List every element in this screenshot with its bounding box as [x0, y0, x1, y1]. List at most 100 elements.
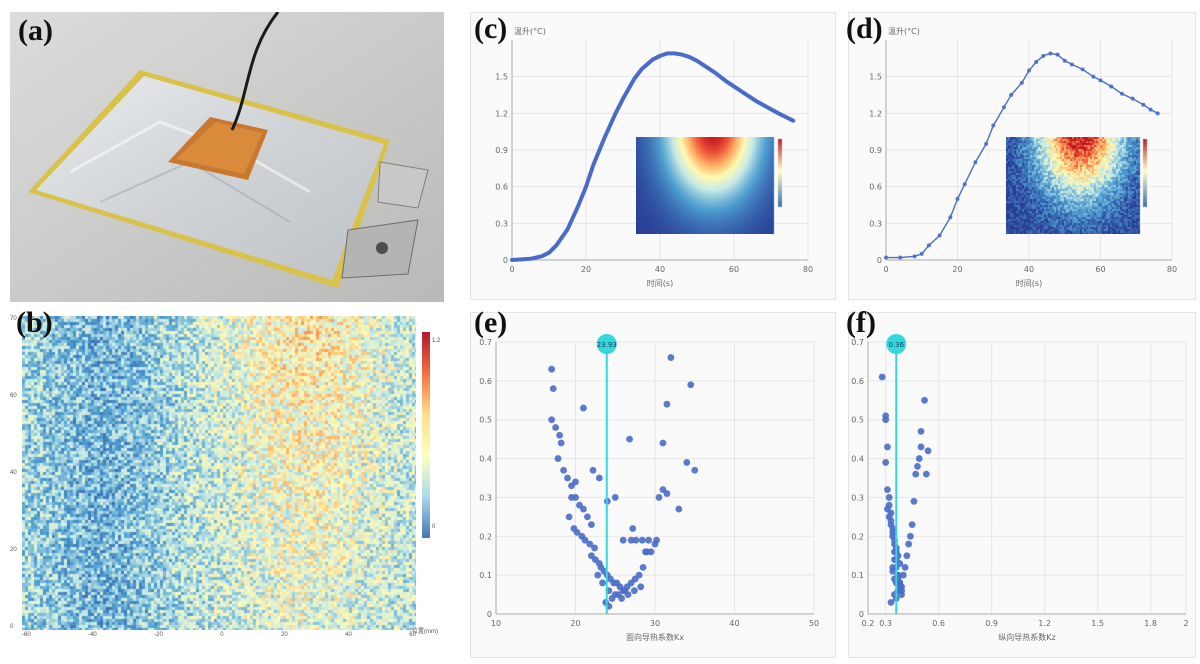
panel-b: 1.2 0 -60 -40 -20 0 20 40 60 0 20 40 60 … — [8, 308, 448, 658]
x-tick-label: 1.5 — [1091, 619, 1104, 628]
data-point — [889, 564, 896, 571]
data-point — [683, 459, 690, 466]
data-point — [599, 580, 606, 587]
x-tick-label: 50 — [809, 619, 819, 628]
data-point — [609, 595, 616, 602]
data-point — [568, 494, 575, 501]
data-point — [909, 521, 916, 528]
x-tick-label: 0 — [509, 265, 514, 274]
data-point — [911, 498, 918, 505]
panel-label-d: (d) — [846, 12, 883, 46]
data-point — [884, 506, 891, 513]
x-tick-label: 40 — [729, 619, 739, 628]
x-tick-label: 1.8 — [1144, 619, 1157, 628]
data-point — [886, 494, 893, 501]
data-point — [572, 478, 579, 485]
data-point — [631, 587, 638, 594]
x-tick-label: 20 — [581, 265, 591, 274]
data-point — [596, 475, 603, 482]
data-point — [626, 436, 633, 443]
y-tick-label: 1.2 — [869, 109, 882, 118]
x-tick-label: 20 — [570, 619, 580, 628]
data-point — [882, 459, 889, 466]
y-tick-label: 0.6 — [869, 183, 882, 192]
data-point — [566, 513, 573, 520]
data-point — [558, 440, 565, 447]
data-point — [889, 529, 896, 536]
pouch-cell-photo — [10, 12, 444, 302]
data-point — [555, 455, 562, 462]
x-tick-label: 60 — [729, 265, 739, 274]
data-point — [615, 591, 622, 598]
data-point — [884, 444, 891, 451]
panel-label-a: (a) — [18, 14, 53, 48]
data-point — [556, 432, 563, 439]
x-tick-label: 30 — [650, 619, 660, 628]
data-point — [639, 537, 646, 544]
data-point — [564, 475, 571, 482]
data-point — [590, 467, 597, 474]
data-point — [888, 599, 895, 606]
data-point — [652, 541, 659, 548]
x-axis-label: 时间(s) — [1016, 278, 1042, 288]
y-tick-label: 0.1 — [479, 571, 492, 580]
y-tick-label: 1.5 — [495, 73, 508, 82]
cursor-value-label: 23.93 — [597, 341, 617, 349]
map-x-tick: 20 — [281, 632, 288, 638]
map-x-ticks: -60 -40 -20 0 20 40 60 — [22, 632, 416, 638]
panel-label-f: (f) — [846, 306, 876, 340]
x-tick-label: 10 — [491, 619, 501, 628]
y-tick-label: 0.4 — [479, 455, 492, 464]
y-tick-label: 0.9 — [495, 146, 508, 155]
y-axis-label: 温升(°C) — [514, 27, 546, 36]
x-tick-label: 40 — [655, 265, 665, 274]
x-axis-label: 面向导热系数Kx — [626, 632, 684, 642]
inset-heatmap — [636, 137, 784, 234]
data-point — [580, 506, 587, 513]
data-point — [648, 548, 655, 555]
data-point — [916, 455, 923, 462]
panel-label-b: (b) — [16, 306, 53, 340]
map-x-tick: -60 — [22, 632, 31, 638]
y-tick-label: 0.4 — [851, 455, 864, 464]
data-point — [912, 471, 919, 478]
y-tick-label: 0.3 — [479, 493, 492, 502]
x-tick-label: 80 — [1167, 265, 1177, 274]
data-point — [633, 537, 640, 544]
map-y-tick: 20 — [10, 547, 17, 553]
y-tick-label: 1.5 — [869, 73, 882, 82]
colorbar-max-label: 1.2 — [432, 338, 440, 344]
data-point — [907, 533, 914, 540]
y-tick-label: 1.2 — [495, 109, 508, 118]
data-point — [548, 416, 555, 423]
inset-heatmap-canvas — [636, 137, 784, 234]
y-tick-label: 0.6 — [479, 377, 492, 386]
y-tick-label: 0.6 — [851, 377, 864, 386]
y-tick-label: 0.5 — [479, 416, 492, 425]
x-tick-label: 0.6 — [932, 619, 945, 628]
panel-label-e: (e) — [474, 306, 507, 340]
data-point — [921, 397, 928, 404]
data-point — [548, 366, 555, 373]
data-point — [594, 572, 601, 579]
x-tick-label: 40 — [1024, 265, 1034, 274]
data-point — [886, 513, 893, 520]
data-point — [584, 513, 591, 520]
data-point — [629, 525, 636, 532]
data-point — [552, 424, 559, 431]
y-tick-label: 0 — [877, 256, 882, 265]
y-tick-label: 0.2 — [479, 532, 492, 541]
data-point — [636, 572, 643, 579]
data-point — [675, 506, 682, 513]
y-tick-label: 0 — [859, 610, 864, 619]
data-point — [884, 486, 891, 493]
panel-label-c: (c) — [474, 12, 507, 46]
map-x-tick: 0 — [220, 632, 223, 638]
inset-heatmap — [1006, 137, 1149, 234]
temperature-map — [22, 316, 416, 630]
map-y-tick: 40 — [10, 470, 17, 476]
data-point — [621, 587, 628, 594]
y-tick-label: 0.5 — [851, 416, 864, 425]
chart-d: 0 20 40 60 80 0 0.3 0.6 0.9 1.2 1.5 时间(s) 温升(°C) — [848, 12, 1194, 298]
y-axis-label: 温升(°C) — [888, 27, 920, 36]
